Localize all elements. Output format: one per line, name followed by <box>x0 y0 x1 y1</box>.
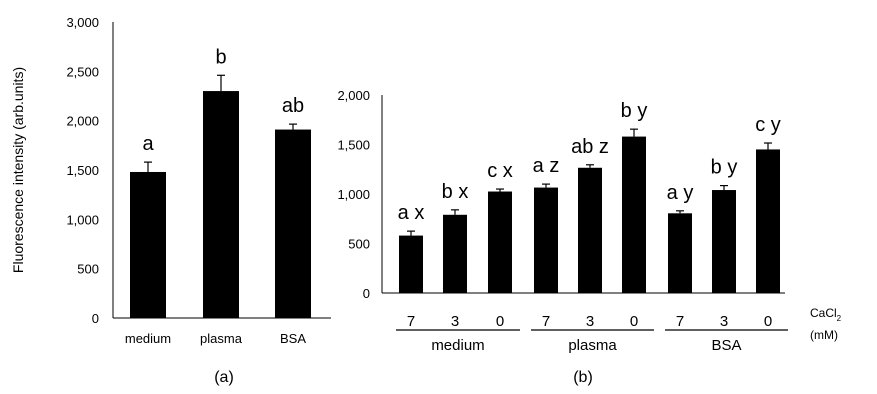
y-tick-label: 2,000 <box>337 88 370 103</box>
error-bar-medium <box>144 161 152 172</box>
y-tick-label: 1,000 <box>66 212 99 227</box>
error-bar-4 <box>586 164 594 168</box>
y-tick-label: 2,000 <box>66 114 99 129</box>
bar-3 <box>534 187 558 293</box>
panel-label-a: (a) <box>214 369 234 386</box>
error-bar-2 <box>496 188 504 192</box>
group-labels-b: medium plasma BSA <box>396 329 788 354</box>
bars-b: a x 7 b x 3 c x 0 a z 7 ab z 3 b y 0 a y 7 b y 3 c y 0 <box>398 100 781 330</box>
bar-1 <box>443 214 467 293</box>
x-tick-label-cacl: 0 <box>764 313 772 330</box>
x-tick-label-cacl: 7 <box>542 313 550 330</box>
group-label: plasma <box>568 337 617 354</box>
x-tick-label-cacl: 3 <box>451 313 459 330</box>
y-tick-label: 2,500 <box>66 64 99 79</box>
significance-letters: a y <box>667 182 694 204</box>
panel-label-b: (b) <box>573 369 593 386</box>
significance-letters: b x <box>442 181 469 203</box>
significance-letter: ab <box>282 95 304 117</box>
bar-8 <box>756 149 780 293</box>
error-bar-0 <box>407 230 415 236</box>
significance-letters: a x <box>398 202 425 224</box>
x-tick-label: plasma <box>200 331 243 346</box>
y-tick-label: 500 <box>77 262 99 277</box>
error-bar-8 <box>764 142 772 150</box>
x-axis-label-unit: (mM) <box>810 328 838 342</box>
panel-a: Fluorescence intensity (arb.units) 0 500 1… <box>10 15 331 386</box>
x-tick-label-cacl: 3 <box>586 313 594 330</box>
x-tick-label: BSA <box>280 331 306 346</box>
y-tick-labels-b: 0 500 1,000 1,500 2,000 <box>337 88 370 301</box>
group-label: BSA <box>711 337 741 354</box>
x-axis-label-cacl-subscript: 2 <box>837 314 842 323</box>
x-tick-label: medium <box>125 331 171 346</box>
y-tick-label: 1,500 <box>337 138 370 153</box>
bar-6 <box>668 213 692 293</box>
y-tick-label: 0 <box>92 311 99 326</box>
y-tick-label: 0 <box>363 286 370 301</box>
x-tick-label-cacl: 0 <box>630 313 638 330</box>
y-tick-label: 1,500 <box>66 163 99 178</box>
significance-letters: b y <box>621 100 648 122</box>
x-axis-label-cacl: CaCl2 <box>810 306 842 323</box>
bar-0 <box>399 235 423 293</box>
y-tick-labels-a: 0 500 1,000 1,500 2,000 2,500 3,000 <box>66 15 99 326</box>
significance-letter: a <box>142 133 154 155</box>
error-bar-6 <box>676 210 684 214</box>
significance-letter: b <box>215 46 226 68</box>
error-bar-3 <box>542 183 550 188</box>
significance-letters: b y <box>711 157 738 179</box>
significance-letters: c x <box>487 160 513 182</box>
error-bar-BSA <box>289 123 297 130</box>
y-tick-label: 1,000 <box>337 187 370 202</box>
bar-medium <box>130 171 166 318</box>
significance-letters: c y <box>755 114 781 136</box>
error-bar-5 <box>630 128 638 137</box>
x-tick-label-cacl: 3 <box>720 313 728 330</box>
x-tick-label-cacl: 0 <box>496 313 504 330</box>
bar-BSA <box>275 129 311 318</box>
bar-7 <box>712 190 736 293</box>
error-bar-plasma <box>217 74 225 92</box>
group-label: medium <box>431 337 484 354</box>
bar-2 <box>488 191 512 293</box>
significance-letters: a z <box>533 155 560 177</box>
error-bar-7 <box>720 184 728 191</box>
bar-5 <box>622 136 646 293</box>
bar-plasma <box>203 91 239 318</box>
y-tick-label: 3,000 <box>66 15 99 30</box>
significance-letters: ab z <box>571 136 609 158</box>
y-axis-label-a: Fluorescence intensity (arb.units) <box>10 67 26 273</box>
x-tick-label-cacl: 7 <box>407 313 415 330</box>
y-tick-label: 500 <box>348 237 370 252</box>
x-axis-label-cacl-main: CaCl <box>810 306 837 320</box>
panel-b: 0 500 1,000 1,500 2,000 a x 7 b x 3 c x 0 a z 7 ab z… <box>337 88 841 386</box>
bars-a: a medium b plasma ab BSA <box>125 46 311 346</box>
bar-4 <box>578 167 602 293</box>
x-tick-label-cacl: 7 <box>676 313 684 330</box>
error-bar-1 <box>451 209 459 215</box>
